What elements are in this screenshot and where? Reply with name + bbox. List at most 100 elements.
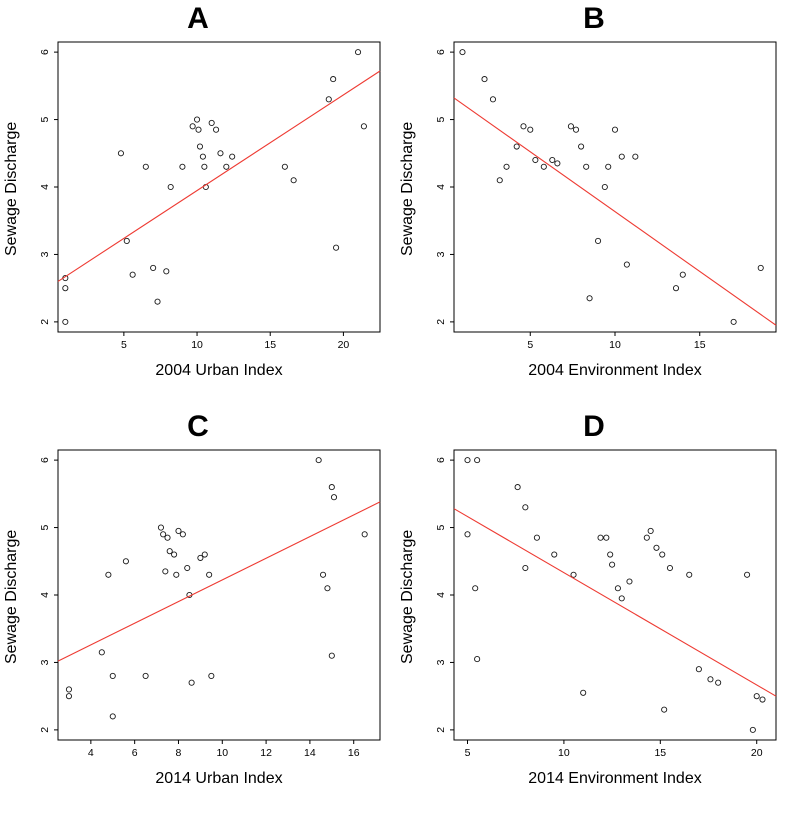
x-tick-label: 4 <box>88 747 94 759</box>
panel-title-a: A <box>187 2 209 35</box>
data-point <box>611 126 619 133</box>
data-point <box>281 163 288 170</box>
data-point <box>567 123 574 130</box>
data-point <box>554 160 561 167</box>
data-point <box>759 696 766 703</box>
data-point <box>164 534 171 541</box>
y-axis-label-d: Sewage Discharge <box>399 529 416 665</box>
data-point <box>160 531 167 538</box>
data-point <box>626 578 633 585</box>
data-point <box>319 571 327 578</box>
x-tick-label: 20 <box>338 339 350 351</box>
y-tick-label: 6 <box>435 457 447 463</box>
plot-row-d: Sewage Discharge 5 10 15 20 2 3 4 5 6 <box>396 444 792 766</box>
data-point <box>179 163 186 170</box>
plot-box <box>57 449 381 741</box>
data-point <box>166 548 173 555</box>
data-point <box>201 163 208 170</box>
data-point <box>195 126 202 133</box>
data-point <box>315 457 322 464</box>
data-point <box>679 271 686 278</box>
y-tick-label: 4 <box>39 592 51 598</box>
data-point <box>583 163 590 170</box>
data-point <box>123 237 130 245</box>
data-point <box>578 143 585 150</box>
data-point <box>150 264 157 271</box>
data-point <box>171 551 178 558</box>
y-tick-label: 4 <box>435 592 447 598</box>
x-axis-label-row-b: 2004 Environment Index <box>396 358 792 388</box>
data-point <box>618 153 625 160</box>
panel-a: A Sewage Discharge 5 10 15 20 2 3 4 5 6 2004 Urb… <box>0 0 396 408</box>
y-tick-label: 5 <box>39 524 51 530</box>
plot-box <box>453 449 777 741</box>
data-point <box>179 531 186 538</box>
data-point <box>730 318 737 325</box>
data-point <box>333 244 340 251</box>
y-axis-label-b: Sewage Discharge <box>399 121 416 257</box>
data-point <box>513 143 520 150</box>
data-point <box>522 564 529 572</box>
data-point <box>595 237 602 245</box>
data-point <box>154 298 161 305</box>
data-point <box>62 285 69 292</box>
x-tick-label: 5 <box>121 339 127 351</box>
data-point <box>686 571 693 578</box>
data-point <box>223 163 230 170</box>
data-point <box>609 561 616 568</box>
x-tick-label: 10 <box>558 747 570 759</box>
y-tick-label: 2 <box>39 319 51 325</box>
y-axis-label-c: Sewage Discharge <box>3 529 20 665</box>
data-point <box>105 571 112 578</box>
plot-row-c: Sewage Discharge 4 6 8 10 12 14 16 2 3 4 5 6 <box>0 444 396 766</box>
data-point <box>142 163 149 170</box>
data-point <box>217 150 224 157</box>
x-axis-label-row-c: 2014 Urban Index <box>0 766 396 796</box>
y-tick-label: 3 <box>39 659 51 665</box>
data-point <box>328 652 335 659</box>
data-point <box>503 163 510 170</box>
data-point <box>330 76 337 83</box>
data-point <box>122 558 129 565</box>
data-point <box>129 271 136 278</box>
data-point <box>659 551 666 558</box>
scatter-plot-b: 5 10 15 2 3 4 5 6 <box>435 41 777 351</box>
data-point <box>496 177 503 184</box>
plot-box <box>57 41 381 333</box>
data-point <box>167 183 174 191</box>
y-tick-label: 4 <box>435 184 447 190</box>
data-point <box>570 571 577 578</box>
data-point <box>601 183 608 191</box>
data-point <box>474 656 481 663</box>
data-point <box>459 49 466 56</box>
x-tick-label: 8 <box>176 747 182 759</box>
data-point <box>481 76 488 83</box>
x-tick-label: 5 <box>465 747 471 759</box>
panel-b: B Sewage Discharge 5 10 15 2 3 4 5 6 2004 Envir… <box>396 0 792 408</box>
x-tick-label: 14 <box>304 747 316 759</box>
data-point <box>324 585 331 592</box>
x-tick-label: 15 <box>654 747 666 759</box>
data-point <box>666 564 674 572</box>
x-axis-label-d: 2014 Environment Index <box>528 770 702 787</box>
plot-row-b: Sewage Discharge 5 10 15 2 3 4 5 6 <box>396 36 792 358</box>
regression-line <box>453 508 777 697</box>
y-tick-label: 2 <box>435 727 447 733</box>
x-axis-label-b: 2004 Environment Index <box>528 362 702 379</box>
data-point <box>715 679 722 686</box>
data-point <box>98 649 105 656</box>
data-point <box>661 706 668 713</box>
data-point <box>157 524 165 531</box>
data-point <box>162 568 169 575</box>
y-tick-label: 5 <box>435 116 447 122</box>
data-point <box>173 571 180 578</box>
regression-line <box>57 70 381 282</box>
data-point <box>229 153 236 160</box>
data-point <box>208 119 215 126</box>
x-tick-label: 10 <box>216 747 228 759</box>
x-tick-label: 5 <box>527 339 533 351</box>
data-point <box>623 261 630 268</box>
panel-title-d: D <box>583 410 605 443</box>
data-point <box>201 551 208 558</box>
panel-title-b: B <box>583 2 605 35</box>
